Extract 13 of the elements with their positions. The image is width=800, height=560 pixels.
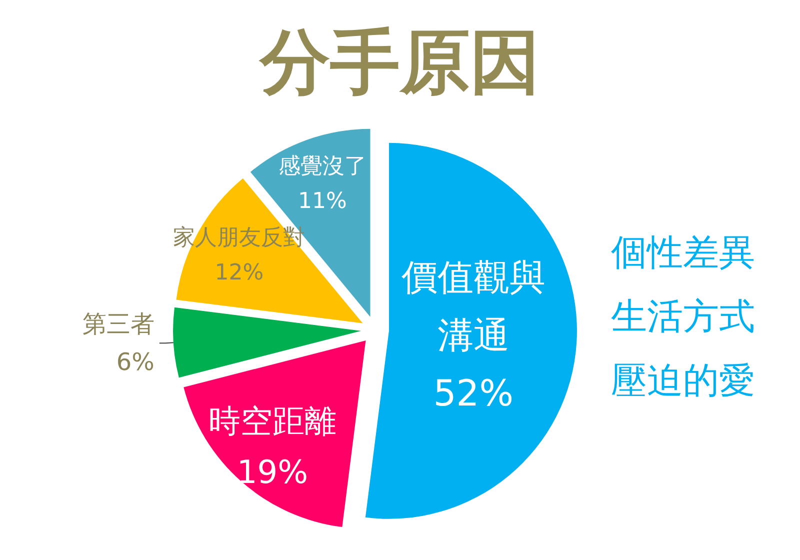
slice-label: 價值觀與溝通: [401, 258, 546, 357]
data-label: 19%: [236, 452, 308, 491]
data-label: 52%: [433, 374, 514, 415]
data-label: 12%: [214, 260, 264, 286]
slice-label: 時空距離: [208, 402, 336, 440]
text: 個性差異: [611, 232, 755, 274]
chart-title: 分手原因: [258, 21, 540, 103]
slice-label: 第三者: [82, 310, 154, 338]
text: 生活方式: [611, 296, 755, 338]
data-label: 6%: [116, 348, 154, 376]
text: 壓迫的愛: [611, 360, 755, 402]
data-label: 11%: [298, 189, 347, 214]
slice-label: 感覺沒了: [278, 154, 366, 180]
